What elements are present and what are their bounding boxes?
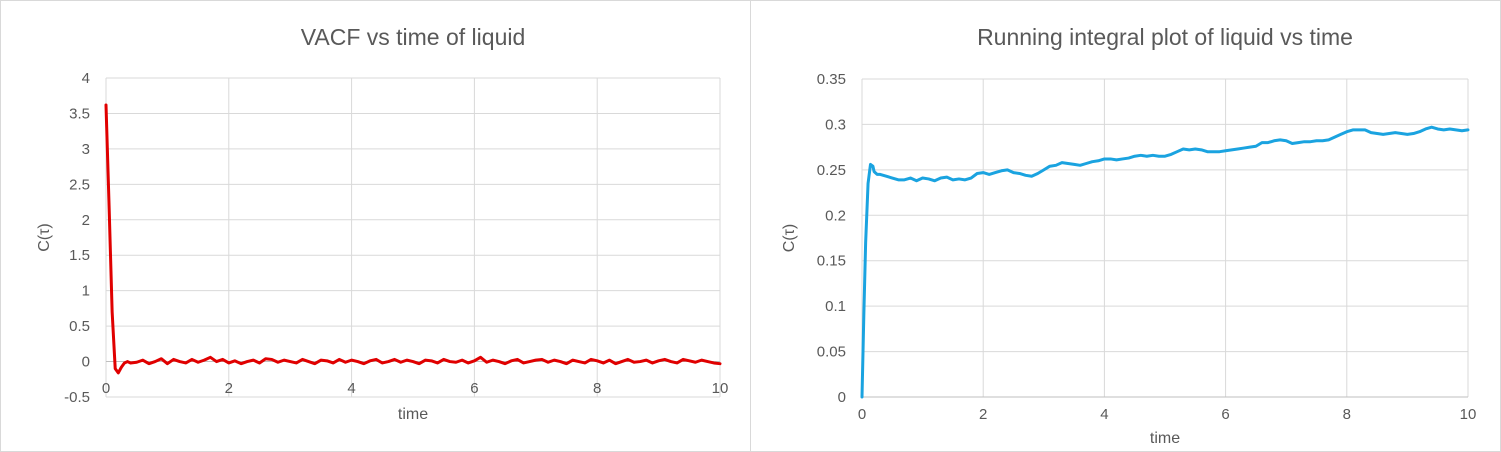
y-tick-label: 2 [82, 212, 90, 229]
y-tick-label: 0.1 [825, 298, 846, 315]
x-tick-label: 4 [347, 380, 355, 397]
vacf-chart: VACF vs time of liquid -0.5 0 0.5 1 1.5 2 2.5 3 3… [36, 24, 729, 423]
y-tick-label: 3.5 [69, 105, 90, 122]
series-line [860, 125, 1470, 399]
running-integral-chart: Running integral plot of liquid vs time 0… [781, 24, 1477, 447]
y-tick-label: 0.05 [817, 344, 846, 361]
y-tick-label: 0.3 [825, 116, 846, 133]
x-axis-label: time [398, 406, 428, 423]
y-tick-label: 0.2 [825, 207, 846, 224]
y-tick-label: 4 [82, 70, 90, 87]
y-tick-label: 3 [82, 141, 90, 158]
vacf-chart-panel: VACF vs time of liquid -0.5 0 0.5 1 1.5 2 2.5 3 3… [0, 0, 751, 452]
y-axis-label: C(τ) [36, 223, 53, 252]
x-tick-label: 2 [979, 406, 987, 423]
running-integral-chart-panel: Running integral plot of liquid vs time 0… [750, 0, 1501, 452]
x-tick-label: 8 [593, 380, 601, 397]
x-tick-label: 2 [225, 380, 233, 397]
y-tick-label: 1.5 [69, 247, 90, 264]
y-axis-label: C(τ) [781, 224, 798, 253]
chart-title: VACF vs time of liquid [301, 24, 526, 50]
y-tick-label: 2.5 [69, 176, 90, 193]
series-line [104, 103, 722, 375]
y-tick-label: 0.15 [817, 253, 846, 270]
x-tick-label: 0 [858, 406, 866, 423]
x-tick-label: 10 [1460, 406, 1477, 423]
x-tick-label: 6 [1221, 406, 1229, 423]
x-tick-label: 0 [102, 380, 110, 397]
x-axis-label: time [1150, 430, 1180, 447]
y-tick-label: 0 [82, 354, 90, 371]
x-tick-label: 8 [1343, 406, 1351, 423]
y-tick-label: 0.5 [69, 318, 90, 335]
y-tick-label: 0.35 [817, 71, 846, 88]
y-tick-label: -0.5 [64, 389, 90, 406]
y-tick-label: 0 [838, 389, 846, 406]
y-tick-label: 0.25 [817, 162, 846, 179]
x-tick-label: 4 [1100, 406, 1108, 423]
x-tick-label: 10 [712, 380, 729, 397]
y-tick-label: 1 [82, 283, 90, 300]
chart-title: Running integral plot of liquid vs time [977, 24, 1353, 50]
x-tick-label: 6 [470, 380, 478, 397]
